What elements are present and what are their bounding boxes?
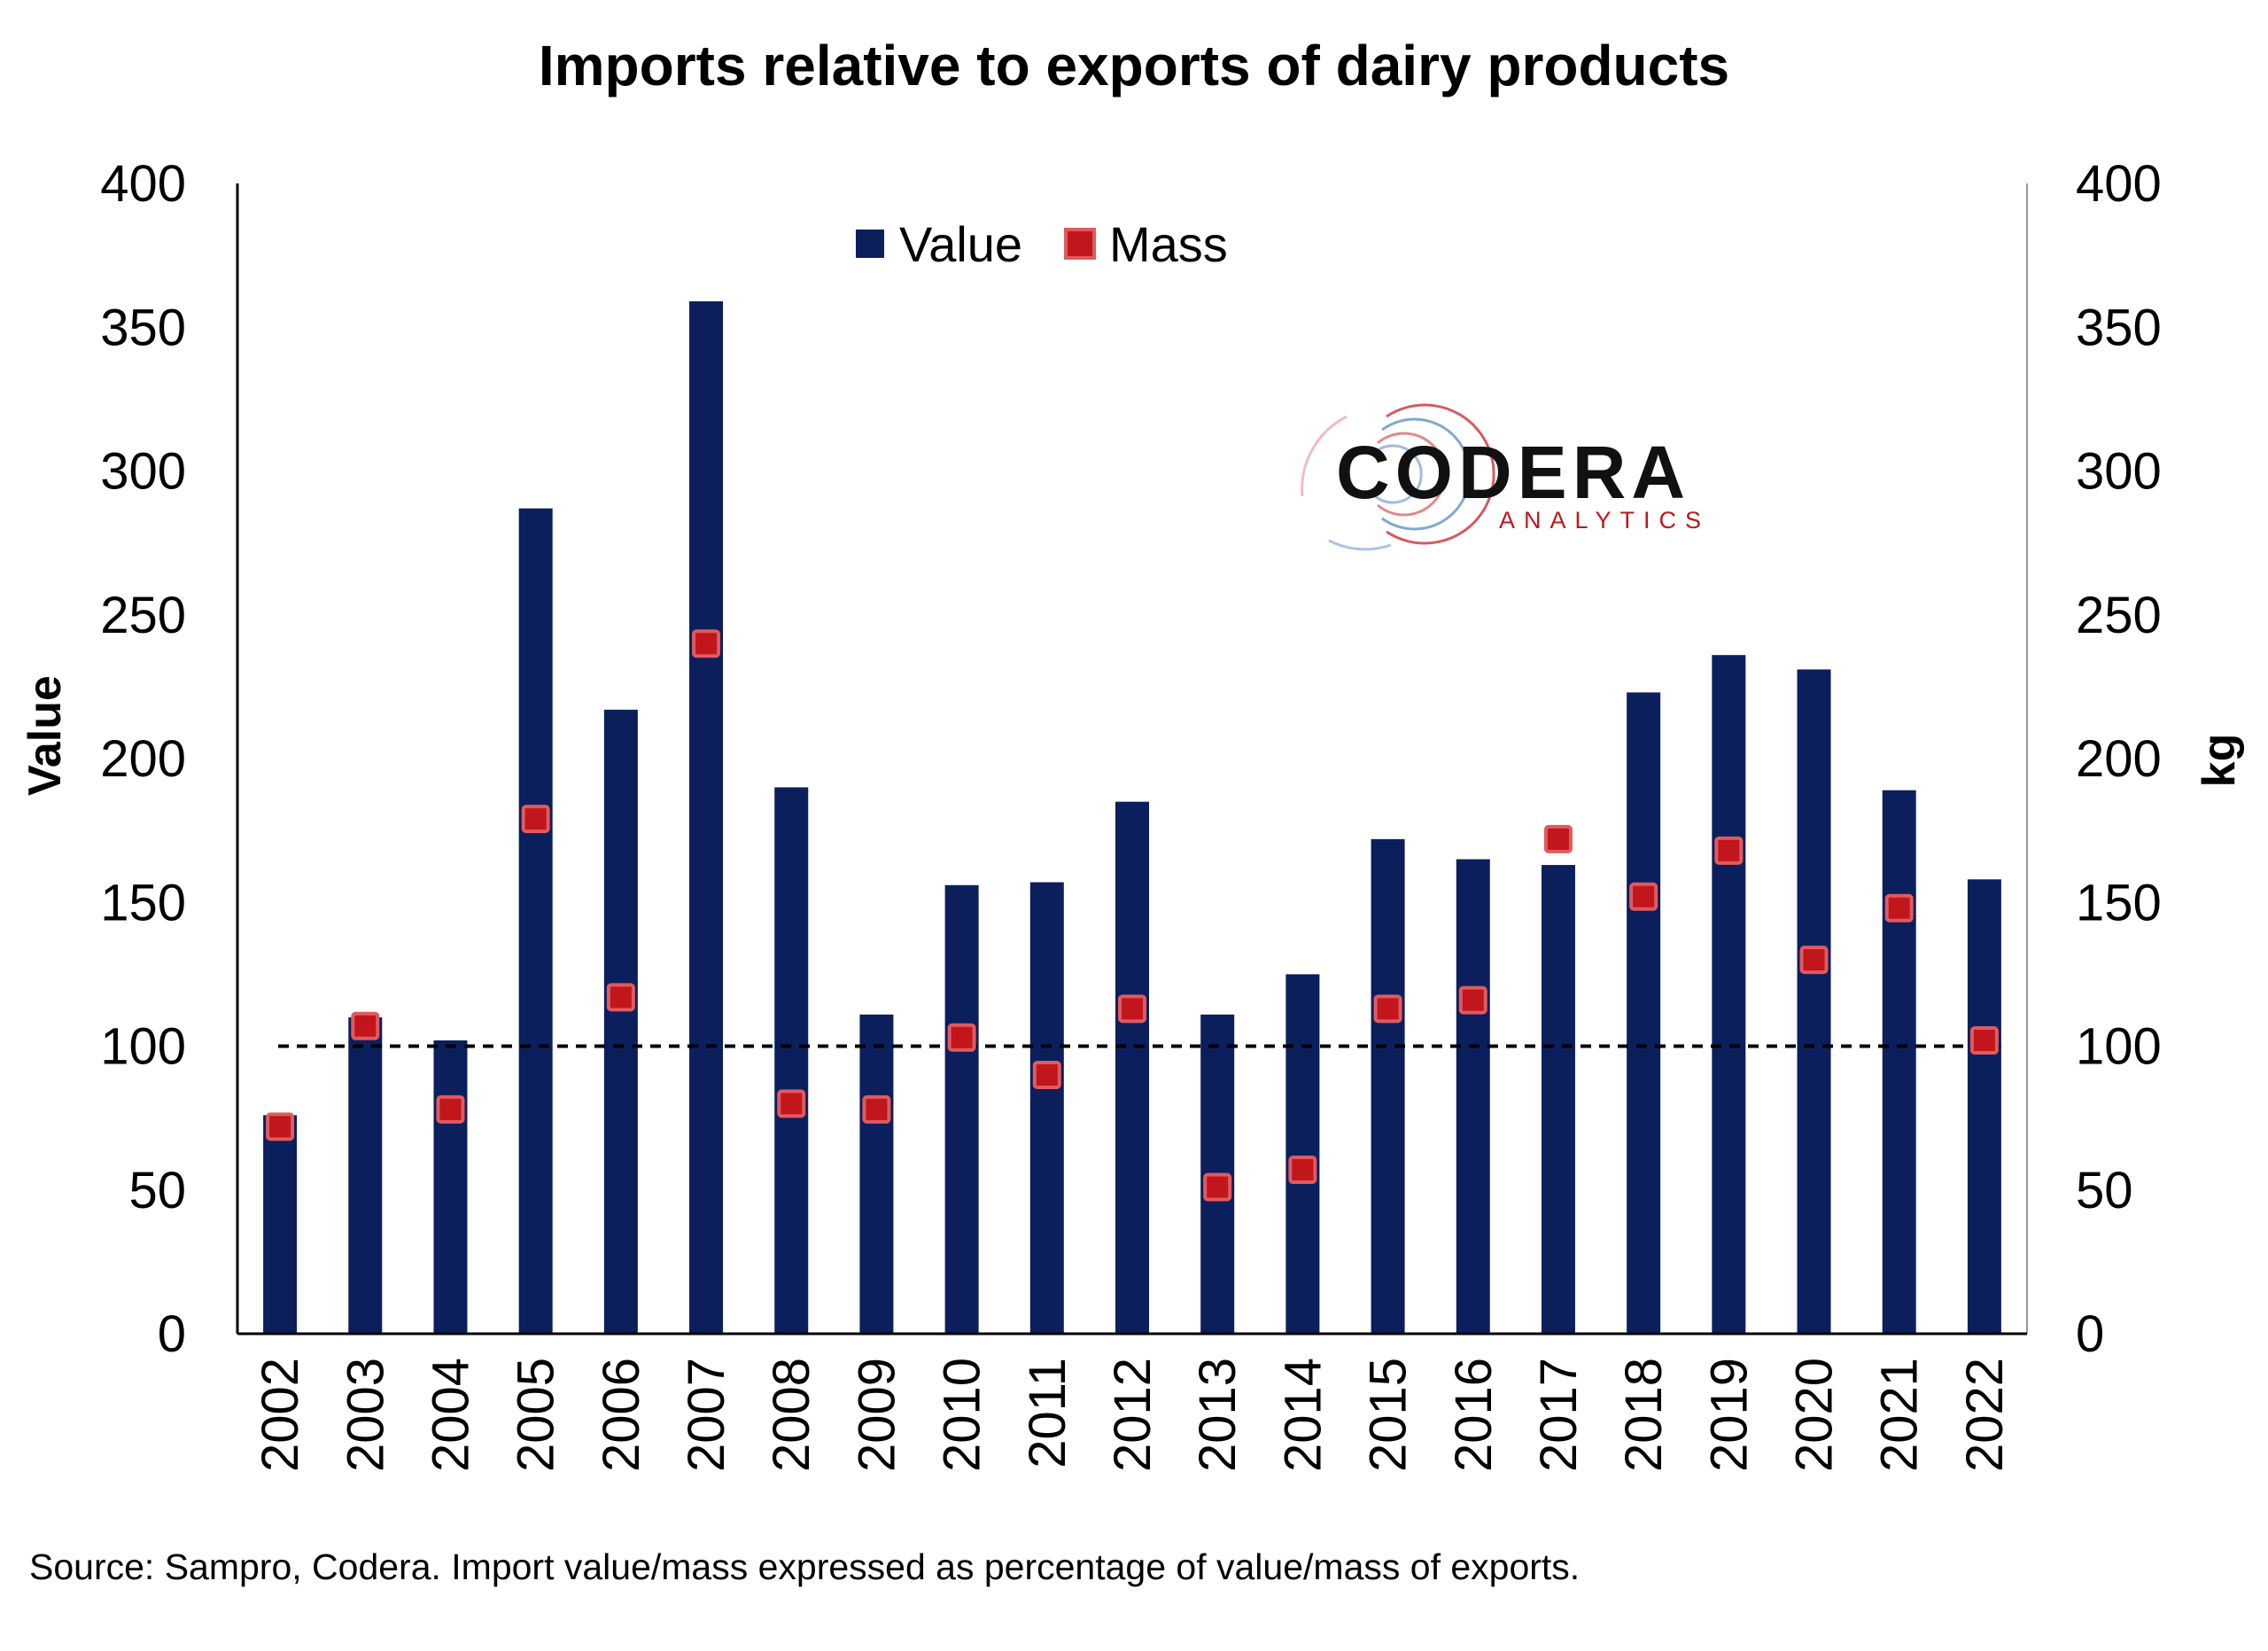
x-tick-label: 2014	[1274, 1358, 1332, 1472]
legend: Value Mass	[856, 216, 1228, 272]
bar-value-2022	[1967, 879, 2001, 1334]
y-tick-label: 150	[100, 874, 186, 931]
x-tick-label: 2010	[934, 1358, 991, 1472]
marker-mass-2019	[1714, 836, 1744, 865]
y2-tick-label: 250	[2076, 587, 2162, 644]
legend-mass-swatch	[1064, 228, 1096, 260]
marker-mass-2012	[1118, 994, 1146, 1024]
y2-tick-label: 350	[2076, 299, 2162, 356]
bar-value-2012	[1115, 801, 1149, 1334]
y2-tick-label: 100	[2076, 1018, 2162, 1076]
marker-mass-2009	[862, 1094, 891, 1124]
logo-name: CODERA	[1336, 431, 1690, 514]
marker-mass-2006	[606, 983, 635, 1012]
y-ticks-layer: 0 0 50 50 100 100 150 150 200 200 250 250 300 300 350 3…	[100, 155, 2162, 1363]
x-tick-label: 2012	[1104, 1358, 1161, 1472]
y-tick-label: 0	[158, 1305, 186, 1363]
x-tick-label: 2002	[252, 1358, 309, 1472]
marker-mass-2004	[436, 1094, 465, 1124]
bar-value-2017	[1541, 865, 1575, 1334]
bar-value-2011	[1029, 882, 1064, 1334]
bar-value-2008	[774, 787, 809, 1334]
marker-mass-2007	[692, 629, 721, 658]
marker-mass-2008	[777, 1089, 806, 1118]
x-tick-label: 2013	[1189, 1358, 1247, 1472]
x-tick-label: 2021	[1871, 1358, 1929, 1472]
x-tick-label: 2016	[1445, 1358, 1503, 1472]
x-tick-label: 2011	[1019, 1358, 1076, 1468]
marker-mass-2011	[1032, 1060, 1061, 1089]
bar-value-2010	[944, 884, 979, 1334]
y-tick-label: 400	[100, 155, 186, 213]
legend-mass-label: Mass	[1109, 216, 1228, 272]
bar-value-2018	[1627, 692, 1661, 1334]
y-tick-label: 200	[100, 730, 186, 788]
x-tick-label: 2020	[1786, 1358, 1844, 1472]
x-tick-label: 2007	[678, 1358, 735, 1472]
x-tick-label: 2004	[422, 1358, 479, 1472]
bar-value-2020	[1797, 669, 1831, 1334]
y2-tick-label: 300	[2076, 443, 2162, 501]
y-tick-label: 100	[100, 1018, 186, 1076]
marker-mass-2015	[1373, 994, 1402, 1024]
bar-value-2019	[1712, 655, 1746, 1334]
y-axis-label: Value	[19, 675, 71, 796]
x-tick-label: 2022	[1956, 1358, 2014, 1472]
bar-value-2021	[1882, 790, 1916, 1334]
marker-mass-2010	[947, 1023, 976, 1052]
bar-value-2004	[433, 1040, 468, 1334]
bar-value-2007	[689, 301, 724, 1334]
logo-tagline: ANALYTICS	[1499, 507, 1710, 533]
marker-mass-2003	[351, 1011, 380, 1040]
chart-title: Imports relative to exports of dairy pro…	[539, 34, 1729, 97]
x-tick-label: 2019	[1700, 1358, 1758, 1472]
legend-value-label: Value	[899, 216, 1022, 272]
x-tick-label: 2006	[593, 1358, 650, 1472]
marker-mass-2016	[1458, 985, 1487, 1015]
y2-tick-label: 150	[2076, 874, 2162, 931]
x-tick-label: 2018	[1615, 1358, 1673, 1472]
y2-tick-label: 200	[2076, 730, 2162, 788]
marker-mass-2013	[1203, 1172, 1232, 1202]
codera-logo: CODERA ANALYTICS	[1301, 403, 1710, 551]
bars-layer	[263, 301, 2001, 1334]
x-tick-label: 2009	[848, 1358, 905, 1472]
marker-mass-2005	[521, 805, 550, 834]
y-tick-label: 250	[100, 587, 186, 644]
bar-value-2003	[348, 1017, 383, 1334]
x-ticks-layer: 2002 2003 2004 2005 2006 2007 2008 2009 2010 2011…	[252, 1358, 2014, 1472]
bar-value-2009	[859, 1014, 894, 1334]
y-tick-label: 300	[100, 443, 186, 501]
bar-value-2016	[1456, 859, 1490, 1334]
marker-mass-2018	[1629, 882, 1658, 911]
marker-mass-2020	[1799, 946, 1829, 975]
legend-value-swatch	[856, 230, 884, 258]
markers-layer	[266, 629, 1999, 1202]
marker-mass-2022	[1969, 1026, 1999, 1055]
logo-circuit-icon	[1301, 403, 1495, 551]
axes-layer	[236, 183, 2028, 1336]
bar-value-2005	[518, 508, 553, 1334]
marker-mass-2002	[266, 1112, 295, 1141]
y-tick-label: 50	[128, 1162, 186, 1219]
x-tick-label: 2005	[508, 1358, 565, 1472]
y-tick-label: 350	[100, 299, 186, 356]
x-tick-label: 2017	[1530, 1358, 1588, 1472]
marker-mass-2017	[1543, 824, 1573, 853]
y2-axis-label: kg	[2194, 734, 2245, 788]
source-note: Source: Sampro, Codera. Import value/mas…	[29, 1546, 1581, 1587]
x-tick-label: 2008	[763, 1358, 820, 1472]
marker-mass-2021	[1884, 893, 1914, 923]
y2-tick-label: 50	[2076, 1162, 2133, 1219]
x-tick-label: 2015	[1360, 1358, 1418, 1472]
marker-mass-2014	[1288, 1156, 1317, 1185]
bar-value-2014	[1285, 974, 1320, 1334]
bar-value-2006	[603, 709, 638, 1334]
y2-tick-label: 400	[2076, 155, 2162, 213]
x-tick-label: 2003	[337, 1358, 394, 1472]
y2-tick-label: 0	[2076, 1305, 2104, 1363]
bar-value-2015	[1371, 838, 1405, 1334]
bar-value-2002	[263, 1115, 298, 1334]
